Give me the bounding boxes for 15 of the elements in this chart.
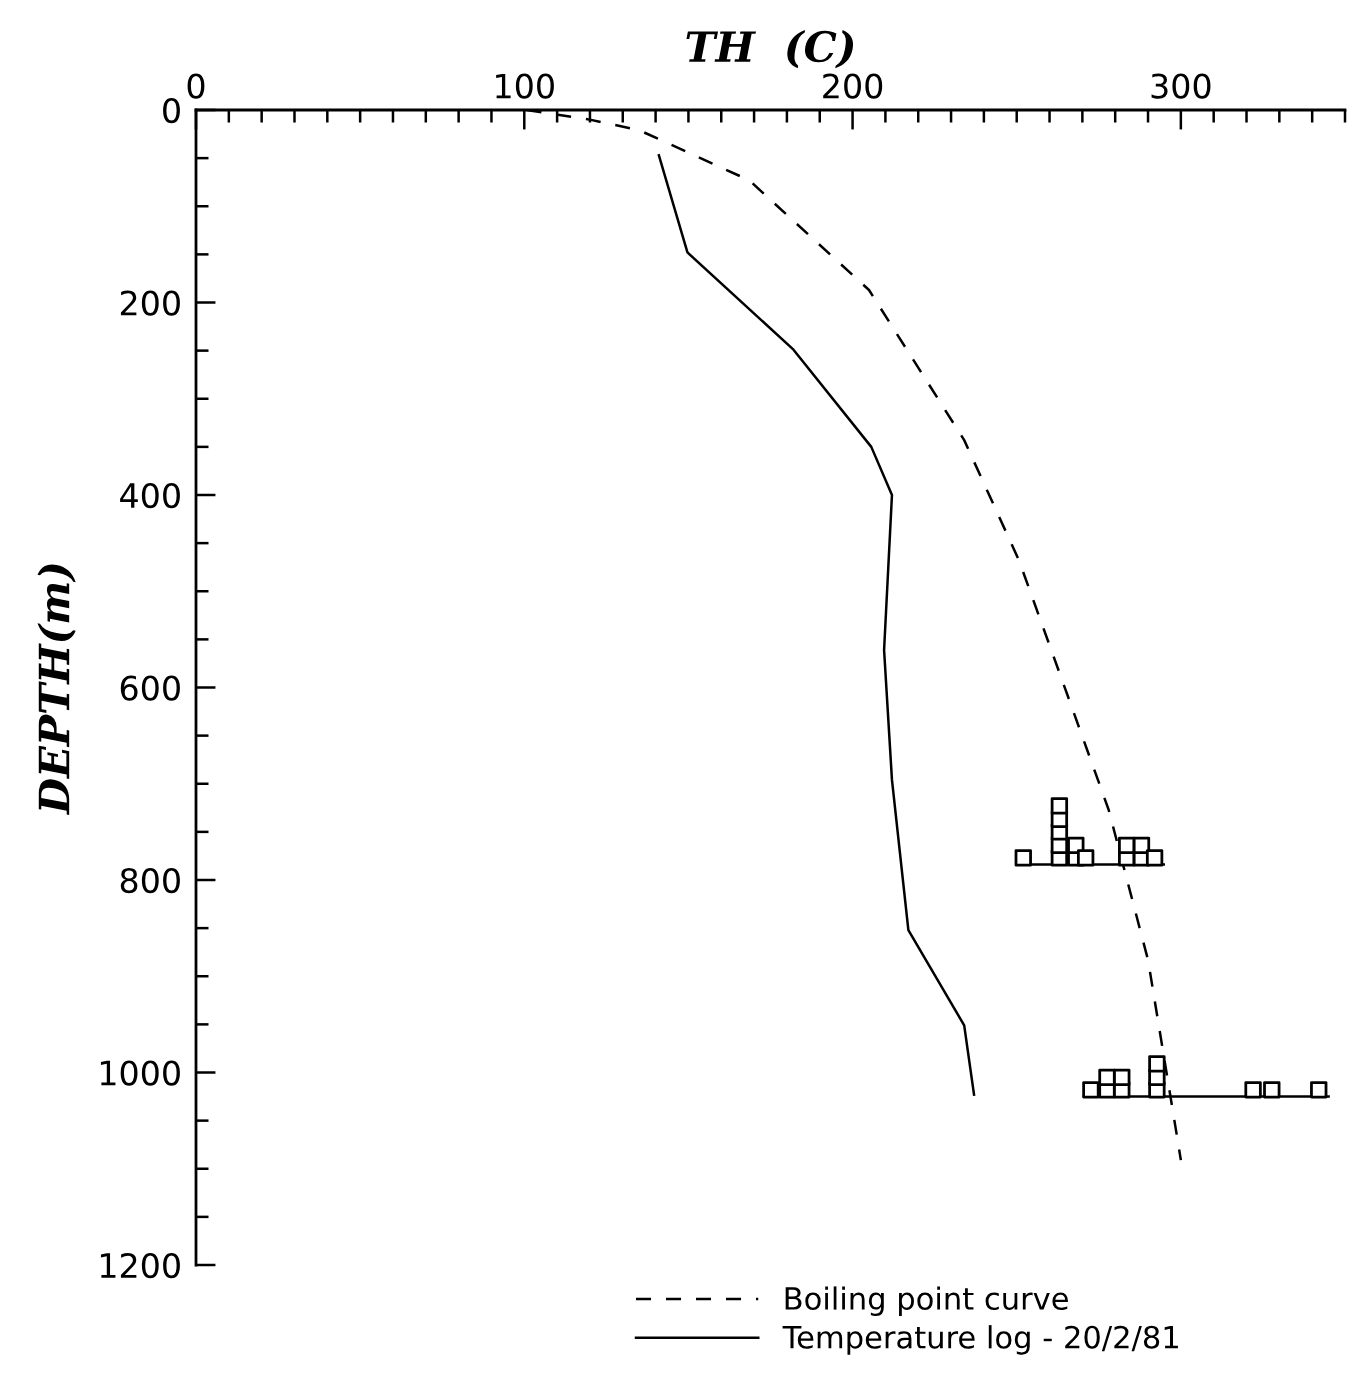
legend-label: Boiling point curve (785, 1286, 1068, 1316)
y-axis-title: DEPTH(m) (37, 564, 76, 816)
y-tick-label: 1000 (100, 1060, 180, 1086)
legend-label: Temperature log - 20/2/81 (782, 1325, 1178, 1355)
x-axis-title: TH (C) (686, 30, 854, 69)
y-tick-label: 800 (120, 867, 180, 894)
y-tick-label: 400 (120, 482, 180, 509)
y-tick-label: 200 (120, 290, 180, 316)
x-tick-label: 100 (496, 73, 554, 99)
y-tick-label: 600 (120, 675, 180, 701)
x-tick-label: 0 (187, 73, 205, 99)
x-tick-label: 300 (1151, 73, 1211, 99)
x-tick-label: 200 (823, 73, 883, 99)
y-tick-label: 0 (163, 97, 180, 124)
y-tick-label: 1200 (100, 1252, 180, 1279)
